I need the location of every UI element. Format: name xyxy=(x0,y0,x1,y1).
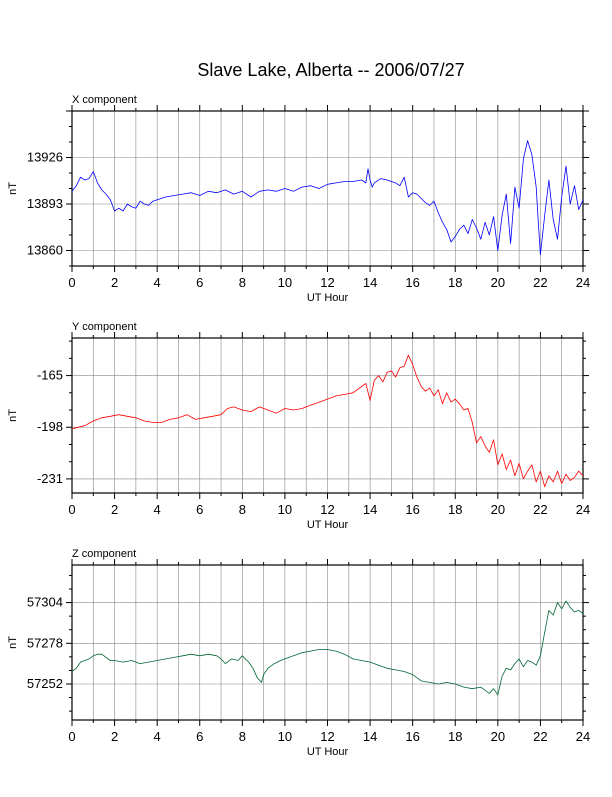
y-xtick-label-8: 8 xyxy=(239,502,246,517)
y-ytick-label-1: -198 xyxy=(37,419,63,434)
x-ytick-label-2: 13860 xyxy=(27,243,63,258)
z-ytick-label-0: 57304 xyxy=(27,595,63,610)
z-xtick-label-6: 6 xyxy=(196,729,203,744)
x-xtick-label-14: 14 xyxy=(363,275,377,290)
y-xtick-label-6: 6 xyxy=(196,502,203,517)
y-xtick-label-24: 24 xyxy=(576,502,590,517)
y-xtick-label-16: 16 xyxy=(405,502,419,517)
x-xtick-label-16: 16 xyxy=(405,275,419,290)
z-xtick-label-20: 20 xyxy=(491,729,505,744)
x-xtick-label-20: 20 xyxy=(491,275,505,290)
x-ytick-label-1: 13893 xyxy=(27,196,63,211)
z-panel-label: Z component xyxy=(72,548,136,560)
y-xtick-label-10: 10 xyxy=(278,502,292,517)
x-xtick-label-24: 24 xyxy=(576,275,590,290)
y-xtick-label-0: 0 xyxy=(68,502,75,517)
y-xaxis-label: UT Hour xyxy=(307,519,349,531)
x-xtick-label-4: 4 xyxy=(154,275,161,290)
x-xtick-label-18: 18 xyxy=(448,275,462,290)
x-xtick-label-0: 0 xyxy=(68,275,75,290)
z-xtick-label-24: 24 xyxy=(576,729,590,744)
z-series-line-0 xyxy=(71,600,584,696)
z-xtick-label-2: 2 xyxy=(111,729,118,744)
y-xtick-label-20: 20 xyxy=(491,502,505,517)
z-ytick-label-1: 57278 xyxy=(27,635,63,650)
x-xtick-label-6: 6 xyxy=(196,275,203,290)
x-xtick-label-2: 2 xyxy=(111,275,118,290)
y-ytick-label-0: -165 xyxy=(37,368,63,383)
x-xtick-label-8: 8 xyxy=(239,275,246,290)
z-yaxis-label: nT xyxy=(7,636,19,649)
z-xtick-label-16: 16 xyxy=(405,729,419,744)
y-panel-label: Y component xyxy=(72,321,137,333)
z-xtick-label-10: 10 xyxy=(278,729,292,744)
z-xtick-label-18: 18 xyxy=(448,729,462,744)
z-xaxis-label: UT Hour xyxy=(307,746,349,758)
z-xtick-label-22: 22 xyxy=(533,729,547,744)
x-ytick-label-0: 13926 xyxy=(27,150,63,165)
y-yaxis-label: nT xyxy=(7,409,19,422)
x-xtick-label-10: 10 xyxy=(278,275,292,290)
z-xtick-label-0: 0 xyxy=(68,729,75,744)
x-series-line-0 xyxy=(71,140,584,256)
x-xtick-label-12: 12 xyxy=(320,275,334,290)
y-series-line-0 xyxy=(71,354,584,488)
z-xtick-label-14: 14 xyxy=(363,729,377,744)
z-xtick-label-8: 8 xyxy=(239,729,246,744)
figure-title: Slave Lake, Alberta -- 2006/07/27 xyxy=(197,60,464,80)
y-xtick-label-18: 18 xyxy=(448,502,462,517)
y-xtick-label-22: 22 xyxy=(533,502,547,517)
y-ytick-label-2: -231 xyxy=(37,471,63,486)
z-xtick-label-12: 12 xyxy=(320,729,334,744)
x-yaxis-label: nT xyxy=(7,182,19,195)
y-xtick-label-4: 4 xyxy=(154,502,161,517)
y-xtick-label-12: 12 xyxy=(320,502,334,517)
x-xtick-label-22: 22 xyxy=(533,275,547,290)
y-xtick-label-2: 2 xyxy=(111,502,118,517)
x-xaxis-label: UT Hour xyxy=(307,292,349,304)
z-ytick-label-2: 57252 xyxy=(27,676,63,691)
z-xtick-label-4: 4 xyxy=(154,729,161,744)
y-xtick-label-14: 14 xyxy=(363,502,377,517)
x-panel-label: X component xyxy=(72,94,137,106)
